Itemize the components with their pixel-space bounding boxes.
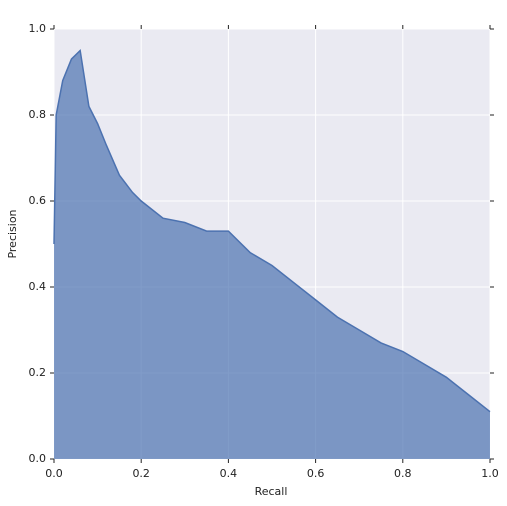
y-axis-label: Precision [6,209,19,258]
y-tick-label: 0.8 [29,108,47,121]
x-tick-label: 1.0 [481,467,499,480]
y-tick-label: 0.2 [29,366,47,379]
y-tick-label: 0.4 [29,280,47,293]
x-tick-label: 0.2 [132,467,150,480]
curve [53,48,491,413]
x-tick-label: 0.4 [220,467,238,480]
x-tick-label: 0.8 [394,467,412,480]
x-tick-label: 0.6 [307,467,325,480]
area [54,50,490,459]
x-tick-label: 0.0 [45,467,63,480]
y-tick-label: 1.0 [29,22,47,35]
y-tick-label: 0.0 [29,452,47,465]
y-tick-label: 0.6 [29,194,47,207]
x-axis-label: Recall [255,485,288,498]
